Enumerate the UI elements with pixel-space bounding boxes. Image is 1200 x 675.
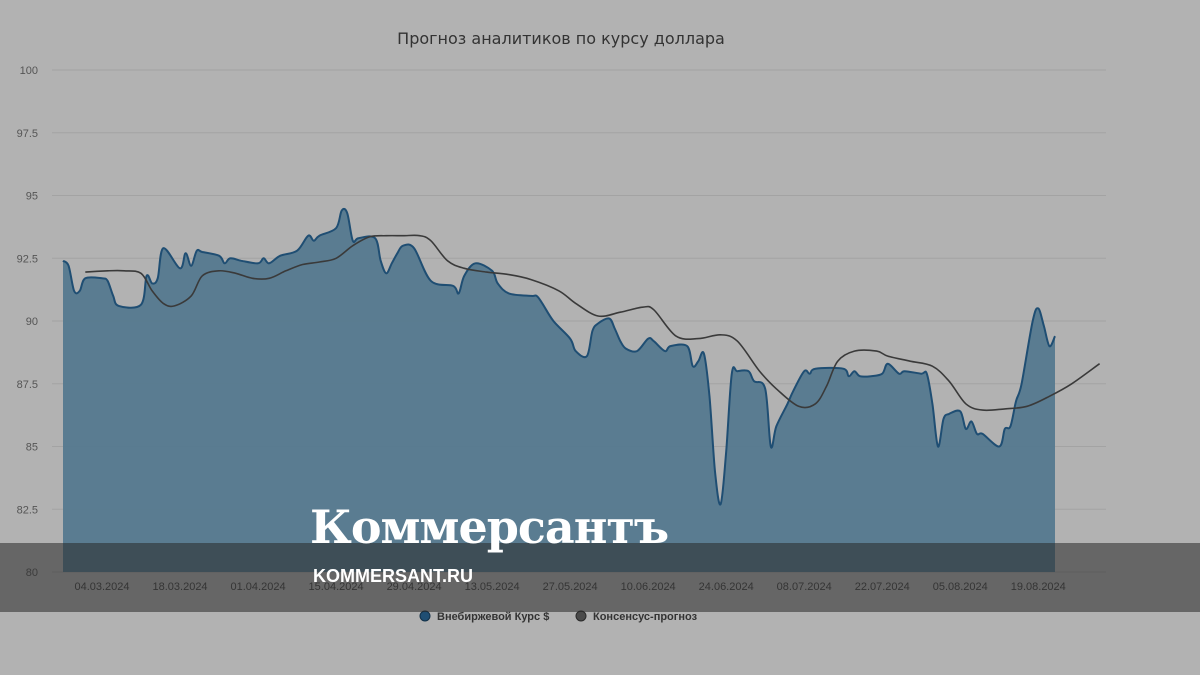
legend-marker-consensus <box>575 610 587 622</box>
rate-area-fill <box>63 208 1055 572</box>
y-tick-label: 92.5 <box>17 253 38 265</box>
series-line-group <box>85 234 1101 412</box>
chart-title: Прогноз аналитиков по курсу доллара <box>397 29 725 48</box>
y-tick-label: 85 <box>26 442 38 454</box>
y-tick-label: 95 <box>26 191 38 203</box>
legend: Внебиржевой Курс $ Консенсус-прогноз <box>419 610 698 623</box>
legend-marker-rate <box>419 610 431 622</box>
y-tick-label: 87.5 <box>17 379 38 391</box>
legend-label-consensus[interactable]: Консенсус-прогноз <box>593 611 698 623</box>
watermark-logo: Коммерсантъ <box>310 500 669 554</box>
watermark-url: KOMMERSANT.RU <box>313 566 473 586</box>
consensus-series-line <box>85 234 1101 412</box>
watermark-band <box>0 543 1200 612</box>
legend-label-rate[interactable]: Внебиржевой Курс $ <box>437 611 549 623</box>
y-tick-label: 100 <box>20 65 38 77</box>
rate-series-line <box>62 207 1056 506</box>
y-tick-label: 90 <box>26 316 38 328</box>
y-tick-label: 82.5 <box>17 504 38 516</box>
series-area-group <box>62 207 1056 572</box>
y-tick-label: 97.5 <box>17 128 38 140</box>
